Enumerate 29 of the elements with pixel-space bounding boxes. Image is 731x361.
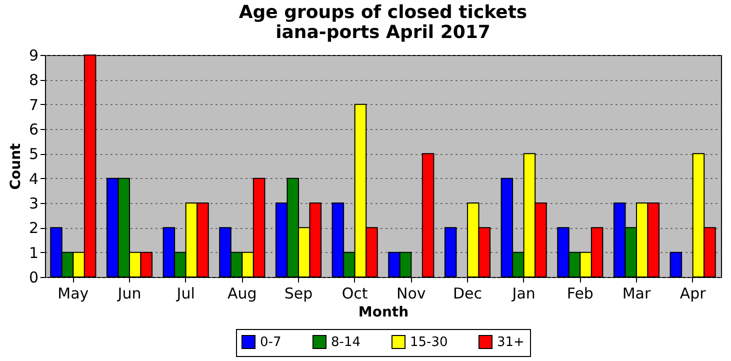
y-axis-title: Count bbox=[8, 142, 24, 190]
x-tick-label: Dec bbox=[452, 284, 482, 302]
x-tick-label: Apr bbox=[680, 284, 707, 302]
y-tick-label: 9 bbox=[28, 46, 38, 64]
y-tick-label: 5 bbox=[28, 145, 38, 164]
y-tick-label: 0 bbox=[28, 268, 38, 286]
x-tick-label: Aug bbox=[228, 284, 257, 302]
x-tick-label: Jan bbox=[511, 284, 536, 302]
x-tick-label: Feb bbox=[566, 284, 594, 302]
y-tick-label: 7 bbox=[28, 96, 38, 114]
legend-label: 8-14 bbox=[331, 334, 361, 350]
y-tick-label: 3 bbox=[28, 194, 38, 212]
chart-title: Age groups of closed tickets iana-ports April 2017 bbox=[238, 2, 528, 43]
x-axis-title: Month bbox=[358, 304, 409, 320]
x-tick-label: Sep bbox=[284, 284, 313, 302]
legend-label: 15-30 bbox=[410, 334, 448, 350]
y-tick-label: 4 bbox=[28, 170, 38, 188]
y-tick-label: 8 bbox=[28, 71, 38, 90]
x-tick-label: Oct bbox=[342, 284, 368, 302]
x-tick-label: Mar bbox=[622, 284, 652, 302]
legend-label: 31+ bbox=[497, 334, 524, 350]
legend-label: 0-7 bbox=[260, 334, 282, 350]
y-tick-label: 1 bbox=[28, 244, 38, 262]
x-tick-label: May bbox=[58, 284, 89, 302]
y-tick-label: 6 bbox=[28, 120, 38, 138]
x-tick-label: Jun bbox=[116, 284, 142, 302]
y-tick-label: 2 bbox=[28, 219, 38, 238]
x-tick-label: Jul bbox=[176, 284, 195, 302]
x-tick-label: Nov bbox=[396, 284, 426, 302]
